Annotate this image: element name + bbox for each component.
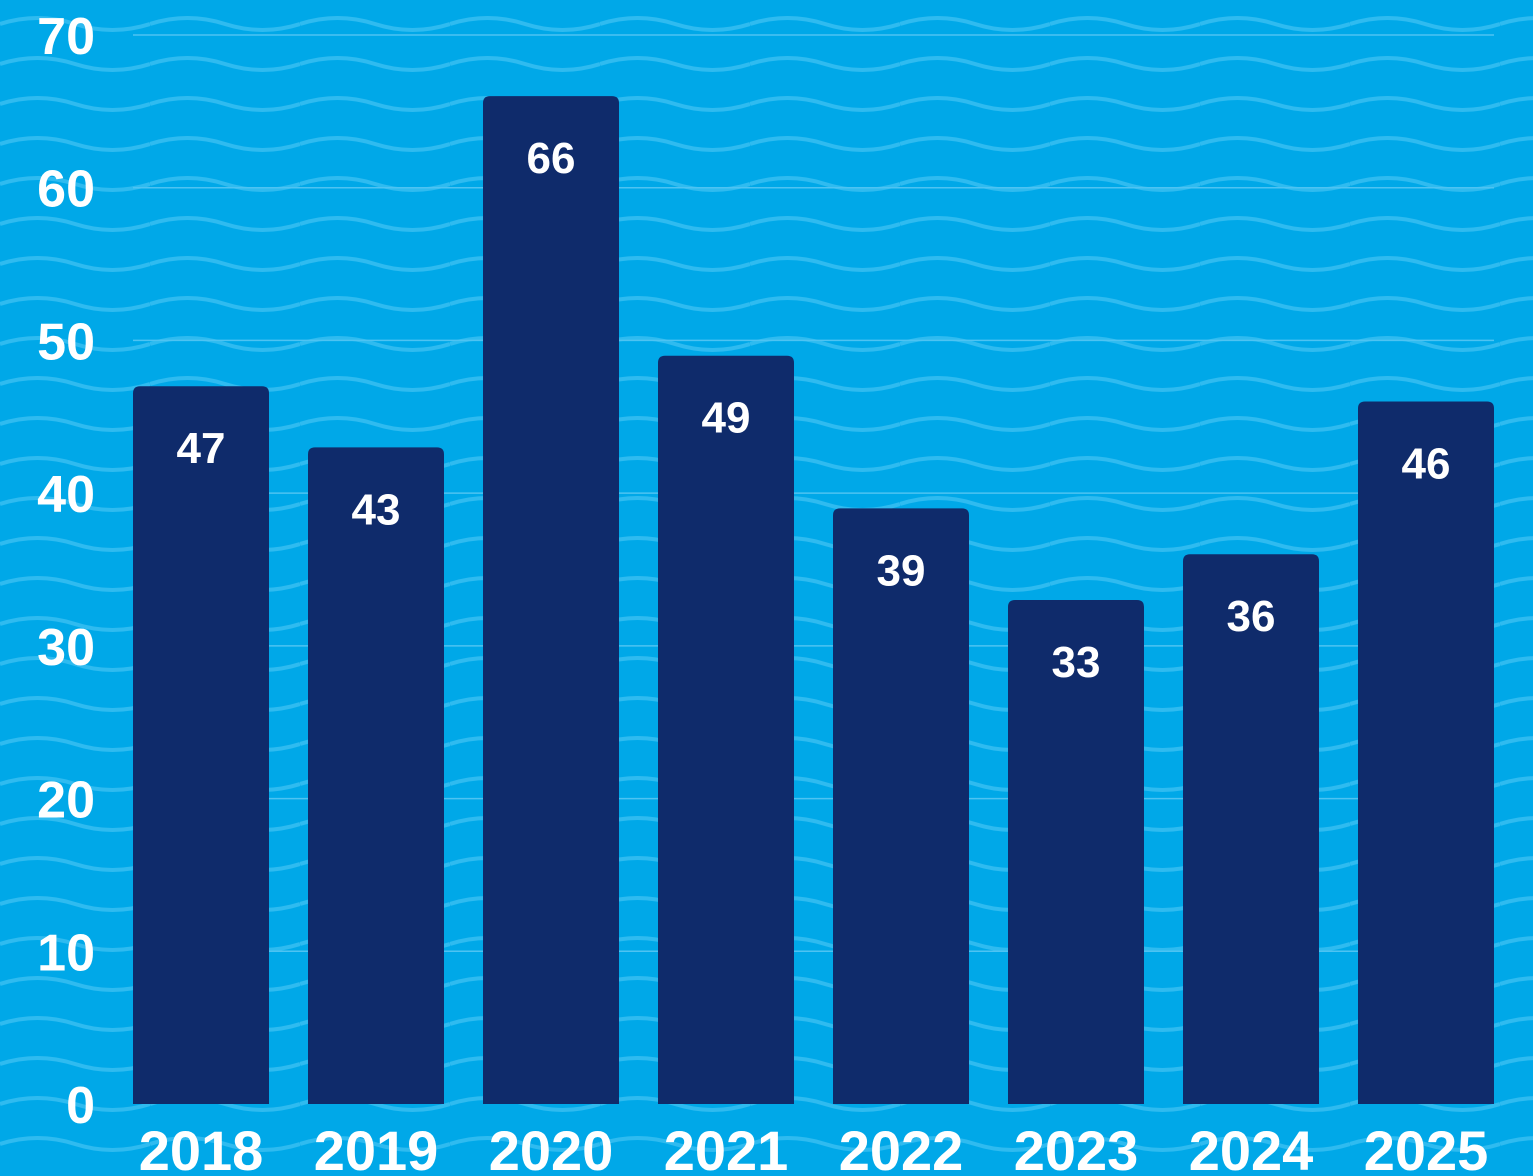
y-tick-label: 30 <box>37 619 95 677</box>
bar-value-label: 36 <box>1227 592 1276 641</box>
bar <box>133 386 269 1104</box>
bar-value-label: 33 <box>1052 638 1101 687</box>
bar-value-label: 49 <box>702 394 751 443</box>
x-tick-label: 2021 <box>664 1119 789 1176</box>
x-tick-label: 2025 <box>1364 1119 1489 1176</box>
bar-value-label: 66 <box>527 134 576 183</box>
y-tick-label: 50 <box>37 313 95 371</box>
x-tick-label: 2022 <box>839 1119 964 1176</box>
bar-value-label: 47 <box>177 424 226 473</box>
x-tick-label: 2023 <box>1014 1119 1139 1176</box>
y-tick-label: 40 <box>37 466 95 524</box>
x-tick-label: 2018 <box>139 1119 264 1176</box>
bar <box>308 447 444 1104</box>
x-axis: 2018 2019 2020 2021 2022 2023 2024 2025 <box>139 1119 1489 1176</box>
bar <box>658 355 794 1104</box>
bar-value-label: 39 <box>877 546 926 595</box>
bar <box>1358 401 1494 1104</box>
y-tick-label: 10 <box>37 924 95 982</box>
bars: 47 43 66 49 39 33 36 46 <box>133 96 1494 1105</box>
bar <box>483 96 619 1105</box>
y-tick-label: 20 <box>37 772 95 830</box>
bar <box>1183 554 1319 1104</box>
y-axis: 0 10 20 30 40 50 60 70 <box>37 8 95 1135</box>
x-tick-label: 2024 <box>1189 1119 1314 1176</box>
bar <box>1008 600 1144 1104</box>
y-tick-label: 60 <box>37 161 95 219</box>
y-tick-label: 0 <box>66 1077 95 1135</box>
y-tick-label: 70 <box>37 8 95 66</box>
bar <box>833 508 969 1104</box>
bar-value-label: 43 <box>352 485 401 534</box>
x-tick-label: 2019 <box>314 1119 439 1176</box>
bar-value-label: 46 <box>1402 440 1451 489</box>
x-tick-label: 2020 <box>489 1119 614 1176</box>
